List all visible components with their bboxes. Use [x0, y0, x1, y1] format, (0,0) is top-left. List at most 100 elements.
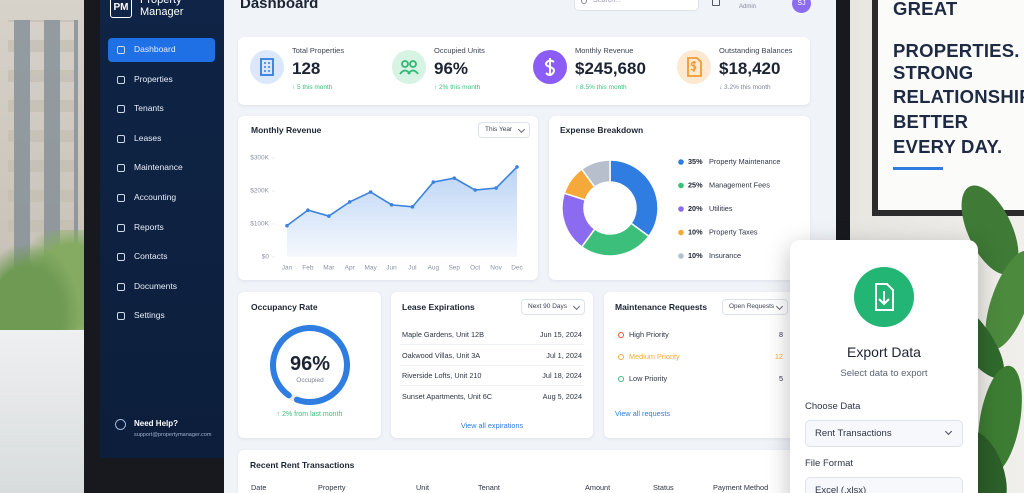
nav-icon — [117, 75, 125, 84]
lease-date: Aug 5, 2024 — [542, 391, 582, 401]
priority-dot — [618, 376, 624, 382]
nav-label: Settings — [134, 310, 165, 321]
nav-label: Accounting — [134, 192, 177, 202]
stat-value: $18,420 — [719, 59, 781, 78]
poster-line: GREAT — [893, 0, 958, 19]
nav-icon — [117, 134, 125, 143]
search-box[interactable]: Search... — [574, 0, 699, 11]
logo: PM — [110, 0, 132, 18]
nav-label: Maintenance — [134, 162, 183, 173]
nav-label: Leases — [134, 132, 162, 143]
stat-icon — [392, 50, 426, 84]
nav-item[interactable]: Dashboard — [108, 38, 215, 62]
nav-icon — [117, 223, 125, 232]
column-header: Tenant — [478, 483, 500, 492]
nav-item[interactable]: Leases — [108, 127, 215, 151]
dropdown[interactable]: Open Requests — [722, 299, 788, 315]
nav-item[interactable]: Tenants — [108, 97, 215, 121]
card-title: Expense Breakdown — [560, 125, 644, 135]
select[interactable]: Excel (.xlsx) — [805, 477, 963, 493]
nav-item[interactable]: Accounting — [108, 186, 215, 210]
priority-label: High Priority — [629, 330, 669, 339]
dropdown[interactable]: This Year — [478, 122, 530, 138]
stat-glyph — [545, 58, 555, 76]
nav-item[interactable]: Settings — [108, 304, 215, 328]
poster: GREAT PROPERTIES.STRONG RELATIONSHIPS. BETT… — [872, 0, 1024, 216]
link[interactable]: View all expirations — [460, 421, 524, 430]
sidebar: PM Property Manager Dashboard Properties Ten… — [100, 0, 224, 458]
nav-item[interactable]: Documents — [108, 275, 215, 299]
nav-icon — [117, 253, 125, 262]
poster-line: PROPERTIES. — [893, 40, 1020, 61]
dropdown-label: Next 90 Days — [528, 303, 568, 310]
revenue-card — [238, 116, 538, 280]
stat-label: Outstanding Balances — [719, 46, 793, 55]
column-header: Amount — [585, 483, 611, 492]
nav-item[interactable]: Contacts — [108, 245, 215, 269]
avatar[interactable]: SJ — [792, 0, 811, 13]
lease-date: Jun 15, 2024 — [539, 330, 582, 339]
lease-property: Maple Gardens, Unit 12B — [402, 330, 484, 339]
chevron — [775, 302, 784, 311]
nav-label: Reports — [134, 221, 164, 232]
stat-change: ↓ 3.2% this month — [719, 84, 771, 91]
lease-property: Sunset Apartments, Unit 6C — [402, 391, 493, 401]
occupancy-change: ↑ 2% from last month — [276, 411, 343, 418]
chevron — [517, 125, 526, 134]
nav-item[interactable]: Reports — [108, 216, 215, 240]
stats-card — [238, 37, 810, 105]
priority-label: Low Priority — [629, 374, 668, 383]
nav-item[interactable]: Maintenance — [108, 156, 215, 180]
nav-icon — [117, 312, 125, 321]
card-title: Occupancy Rate — [251, 302, 318, 312]
export-icon — [854, 267, 914, 327]
stat-value: 96% — [434, 59, 469, 78]
gauge-value: 96% — [289, 353, 331, 375]
stat-label: Occupied Units — [434, 46, 485, 55]
poster-line: EVERY DAY. — [893, 136, 1003, 157]
stat-icon — [250, 50, 284, 84]
page-title: Dashboard — [240, 0, 319, 12]
priority-count: 5 — [778, 374, 783, 383]
link[interactable]: View all requests — [615, 409, 671, 418]
transactions-card — [238, 450, 835, 493]
help-title: Need Help? — [134, 419, 179, 428]
chevron — [572, 302, 581, 311]
priority-label: Medium Priority — [629, 352, 680, 361]
nav-icon — [117, 282, 125, 291]
priority-count: 8 — [778, 330, 783, 339]
nav-icon — [117, 105, 125, 114]
modal-title: Export Data — [847, 344, 921, 360]
nav-label: Documents — [134, 280, 177, 291]
nav-label: Properties — [134, 73, 173, 84]
lease-date: Jul 18, 2024 — [542, 371, 582, 380]
dropdown[interactable]: Next 90 Days — [521, 299, 585, 315]
brand: Property Manager — [140, 0, 184, 18]
poster-line: STRONG — [893, 62, 974, 83]
lease-property: Oakwood Villas, Unit 3A — [402, 350, 481, 360]
nav-label: Contacts — [134, 251, 168, 262]
nav-icon — [117, 164, 125, 173]
stat-change: ↑ 8.5% this month — [575, 84, 627, 91]
poster-line: BETTER — [893, 111, 969, 132]
search-placeholder: Search... — [593, 0, 622, 4]
bell[interactable] — [712, 0, 720, 6]
dropdown-label: Open Requests — [729, 303, 775, 310]
help-email[interactable]: support@propertymanager.com — [134, 432, 212, 438]
chevron — [944, 427, 953, 436]
lease-property: Riverside Lofts, Unit 210 — [402, 371, 482, 380]
priority-dot — [618, 354, 624, 360]
select-value: Excel (.xlsx) — [815, 485, 867, 493]
nav-icon — [117, 194, 125, 202]
select[interactable]: Rent Transactions — [805, 420, 963, 447]
poster-rule — [893, 167, 943, 170]
railing — [0, 330, 90, 493]
export-glyph — [875, 283, 894, 311]
poster-line: RELATIONSHIPS. — [893, 86, 1024, 107]
nav-item[interactable]: Properties — [108, 68, 215, 92]
field-label: Choose Data — [805, 401, 861, 412]
row-divider — [400, 385, 584, 386]
column-header: Property — [318, 483, 346, 492]
select-value: Rent Transactions — [815, 428, 892, 439]
